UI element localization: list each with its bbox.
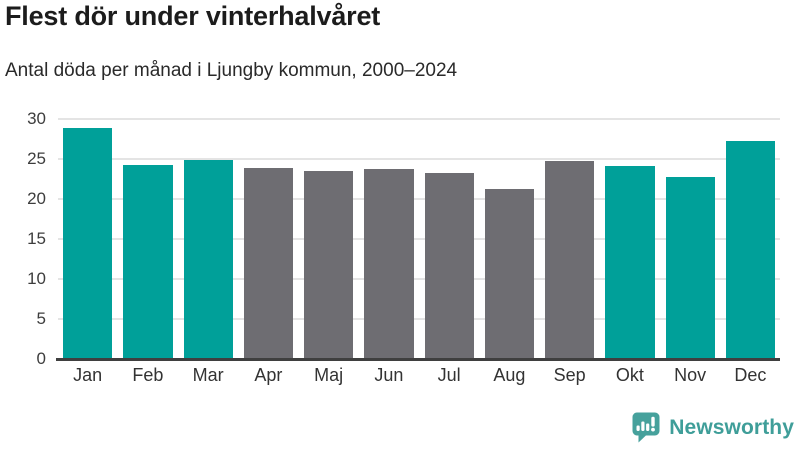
bar-dec bbox=[725, 141, 775, 359]
plot-area bbox=[56, 118, 780, 361]
bar-jul bbox=[424, 173, 474, 359]
gridline-25 bbox=[58, 158, 780, 160]
bar-mar bbox=[183, 159, 233, 359]
y-tick-label-10: 10 bbox=[27, 269, 46, 288]
x-label-nov: Nov bbox=[674, 365, 707, 385]
x-label-aug: Aug bbox=[493, 365, 526, 385]
x-axis-labels: Jan Feb Mar Apr Maj Jun Jul Aug Sep Okt Nov Dec bbox=[58, 365, 780, 386]
bar-apr bbox=[243, 167, 293, 359]
x-label-jan: Jan bbox=[73, 365, 103, 385]
bar-chart-speech-bubble-icon bbox=[632, 412, 660, 443]
y-tick-label-0: 0 bbox=[36, 349, 46, 368]
page-title: Flest dör under vinterhalvåret bbox=[5, 1, 381, 31]
gridline-30 bbox=[58, 118, 780, 120]
bar-jun bbox=[364, 168, 414, 359]
gridline-20 bbox=[58, 198, 780, 200]
y-tick-label-30: 30 bbox=[27, 109, 46, 128]
x-axis-baseline bbox=[56, 358, 780, 361]
y-tick-label-25: 25 bbox=[27, 149, 46, 168]
y-tick-label-5: 5 bbox=[36, 309, 46, 328]
x-label-jun: Jun bbox=[374, 365, 404, 385]
bar-feb bbox=[123, 165, 173, 359]
x-label-mar: Mar bbox=[192, 365, 224, 385]
bar-sep bbox=[545, 160, 595, 359]
x-label-sep: Sep bbox=[553, 365, 586, 385]
x-label-okt: Okt bbox=[615, 365, 644, 385]
bar-chart: 0 5 10 15 20 25 30 bbox=[0, 109, 780, 368]
y-axis: 0 5 10 15 20 25 30 bbox=[0, 109, 46, 368]
bar-aug bbox=[484, 188, 534, 359]
gridline-5 bbox=[58, 318, 780, 320]
bar-nov bbox=[665, 177, 715, 359]
x-label-apr: Apr bbox=[254, 365, 283, 385]
newsworthy-logo-text: Newsworthy bbox=[669, 415, 794, 439]
gridline-10 bbox=[58, 278, 780, 280]
bar-jan bbox=[63, 127, 113, 359]
page-subtitle: Antal döda per månad i Ljungby kommun, 2… bbox=[5, 60, 458, 81]
bar-okt bbox=[605, 166, 655, 359]
x-label-dec: Dec bbox=[734, 365, 767, 385]
bar-maj bbox=[304, 171, 354, 359]
bars-container bbox=[58, 119, 780, 359]
y-tick-label-20: 20 bbox=[27, 189, 46, 208]
y-tick-label-15: 15 bbox=[27, 229, 46, 248]
x-label-jul: Jul bbox=[437, 365, 461, 385]
gridline-15 bbox=[58, 238, 780, 240]
newsworthy-logo: Newsworthy bbox=[631, 411, 794, 444]
x-label-maj: Maj bbox=[314, 365, 344, 385]
x-label-feb: Feb bbox=[132, 365, 164, 385]
